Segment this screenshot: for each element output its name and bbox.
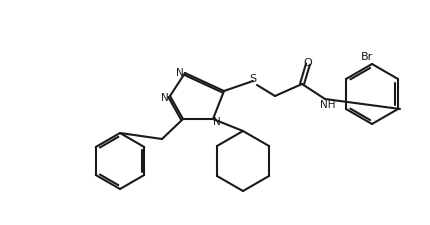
Text: N: N — [213, 117, 221, 126]
Text: NH: NH — [320, 99, 336, 110]
Text: O: O — [304, 58, 312, 68]
Text: S: S — [249, 74, 257, 84]
Text: N: N — [161, 93, 169, 103]
Text: N: N — [176, 68, 184, 78]
Text: Br: Br — [361, 52, 373, 62]
